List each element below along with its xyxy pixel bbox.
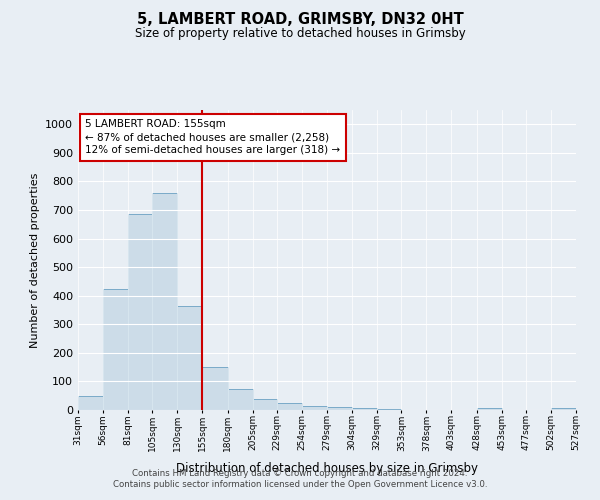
Bar (178, 306, 202, 410)
Bar (128, 214, 152, 410)
Text: Contains public sector information licensed under the Open Government Licence v3: Contains public sector information licen… (113, 480, 487, 489)
X-axis label: Distribution of detached houses by size in Grimsby: Distribution of detached houses by size … (176, 462, 478, 474)
Text: 5, LAMBERT ROAD, GRIMSBY, DN32 0HT: 5, LAMBERT ROAD, GRIMSBY, DN32 0HT (137, 12, 463, 28)
Bar (152, 194, 178, 410)
Text: 5 LAMBERT ROAD: 155sqm
← 87% of detached houses are smaller (2,258)
12% of semi-: 5 LAMBERT ROAD: 155sqm ← 87% of detached… (85, 119, 341, 156)
Bar (352, 408, 377, 410)
Bar (551, 408, 576, 410)
Y-axis label: Number of detached properties: Number of detached properties (29, 172, 40, 348)
Bar (327, 407, 352, 410)
Bar (202, 366, 227, 410)
Bar (103, 290, 128, 410)
Bar (302, 406, 327, 410)
Bar (78, 396, 103, 410)
Bar (253, 399, 277, 410)
Bar (227, 390, 253, 410)
Text: Contains HM Land Registry data © Crown copyright and database right 2024.: Contains HM Land Registry data © Crown c… (132, 468, 468, 477)
Bar (476, 408, 502, 410)
Text: Size of property relative to detached houses in Grimsby: Size of property relative to detached ho… (134, 28, 466, 40)
Bar (277, 403, 302, 410)
